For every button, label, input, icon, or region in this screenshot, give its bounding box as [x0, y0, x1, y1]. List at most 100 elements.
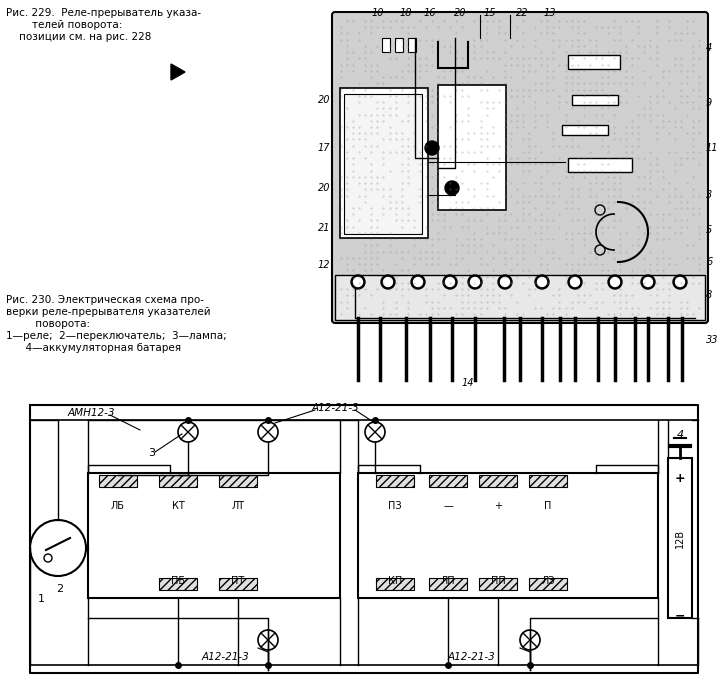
Text: 20: 20: [318, 95, 330, 105]
Circle shape: [351, 275, 365, 289]
Text: 3: 3: [706, 190, 712, 200]
Circle shape: [411, 275, 425, 289]
Circle shape: [468, 275, 482, 289]
Text: ПТ: ПТ: [231, 576, 245, 586]
Text: 21: 21: [318, 223, 330, 233]
Text: 10: 10: [372, 8, 384, 18]
Circle shape: [644, 277, 652, 286]
Text: поворота:: поворота:: [6, 319, 90, 329]
Bar: [219, 475, 257, 487]
Bar: [572, 95, 618, 105]
Circle shape: [611, 277, 619, 286]
Text: позиции см. на рис. 228: позиции см. на рис. 228: [6, 32, 151, 42]
Text: 1—реле;  2—переключатель;  3—лампа;: 1—реле; 2—переключатель; 3—лампа;: [6, 331, 227, 341]
Bar: [479, 578, 517, 590]
Text: 3: 3: [148, 448, 155, 458]
Text: 13: 13: [544, 8, 557, 18]
Bar: [159, 475, 197, 487]
Text: ЛЗ: ЛЗ: [541, 576, 554, 586]
Bar: [159, 578, 197, 590]
Text: ПЗ: ПЗ: [388, 501, 402, 511]
Text: 5: 5: [706, 225, 712, 235]
Text: КТ: КТ: [171, 501, 184, 511]
Text: А12-21-3: А12-21-3: [202, 652, 250, 662]
Text: 4—аккумуляторная батарея: 4—аккумуляторная батарея: [6, 343, 181, 353]
Circle shape: [498, 275, 512, 289]
Bar: [99, 475, 137, 487]
Circle shape: [568, 275, 582, 289]
Bar: [88, 473, 340, 598]
Text: 15: 15: [484, 8, 496, 18]
Text: 12: 12: [318, 260, 330, 270]
Bar: [568, 158, 632, 172]
Text: верки реле-прерывателя указателей: верки реле-прерывателя указателей: [6, 307, 211, 317]
Text: 11: 11: [706, 143, 719, 153]
Bar: [429, 578, 467, 590]
Circle shape: [446, 277, 454, 286]
Circle shape: [673, 275, 687, 289]
Text: 1: 1: [38, 594, 45, 604]
Text: телей поворота:: телей поворота:: [6, 20, 122, 30]
Bar: [429, 475, 467, 487]
Text: 20: 20: [318, 183, 330, 193]
Bar: [568, 55, 620, 69]
Text: АМН12-3: АМН12-3: [68, 408, 115, 418]
Circle shape: [445, 181, 459, 195]
Circle shape: [538, 277, 546, 286]
Text: А12-21-3: А12-21-3: [311, 403, 359, 413]
Bar: [335, 275, 705, 320]
Text: +: +: [494, 501, 502, 511]
Text: Рис. 229.  Реле-прерыватель указа-: Рис. 229. Реле-прерыватель указа-: [6, 8, 201, 18]
Circle shape: [500, 277, 510, 286]
Circle shape: [570, 277, 580, 286]
Polygon shape: [171, 64, 185, 80]
Text: ЛТ: ЛТ: [231, 501, 245, 511]
Text: А12-21-3: А12-21-3: [448, 652, 496, 662]
Text: КП: КП: [388, 576, 402, 586]
Circle shape: [443, 275, 457, 289]
Text: 8: 8: [706, 290, 712, 300]
Bar: [376, 475, 414, 487]
Circle shape: [675, 277, 685, 286]
Circle shape: [413, 277, 423, 286]
Text: 22: 22: [516, 8, 528, 18]
FancyBboxPatch shape: [332, 12, 708, 323]
Text: 9: 9: [706, 98, 712, 108]
Bar: [344, 94, 422, 234]
Text: П: П: [544, 501, 552, 511]
Text: 12В: 12В: [675, 529, 685, 548]
Bar: [562, 125, 608, 135]
Text: 18: 18: [400, 8, 413, 18]
Circle shape: [425, 141, 439, 155]
Circle shape: [535, 275, 549, 289]
Text: +: +: [675, 472, 685, 485]
Text: 16: 16: [424, 8, 436, 18]
Circle shape: [470, 277, 480, 286]
Text: ПП: ПП: [490, 576, 505, 586]
Bar: [358, 473, 658, 598]
Bar: [529, 475, 567, 487]
Circle shape: [641, 275, 655, 289]
Bar: [408, 38, 416, 52]
Circle shape: [608, 275, 622, 289]
Text: 2: 2: [56, 584, 63, 594]
Text: ЛП: ЛП: [441, 576, 455, 586]
Circle shape: [384, 277, 392, 286]
Circle shape: [381, 275, 395, 289]
Text: −: −: [675, 610, 685, 623]
Bar: [395, 38, 403, 52]
Text: —: —: [443, 501, 453, 511]
Text: 4: 4: [676, 430, 683, 440]
Bar: [382, 38, 390, 52]
Text: 20: 20: [454, 8, 467, 18]
Bar: [529, 578, 567, 590]
Text: ПБ: ПБ: [171, 576, 185, 586]
Bar: [219, 578, 257, 590]
Bar: [340, 88, 428, 238]
Text: 17: 17: [318, 143, 330, 153]
Text: 4: 4: [706, 43, 712, 53]
Text: Рис. 230. Электрическая схема про-: Рис. 230. Электрическая схема про-: [6, 295, 204, 305]
Text: 6: 6: [706, 257, 712, 267]
Text: 33: 33: [706, 335, 719, 345]
Circle shape: [354, 277, 362, 286]
